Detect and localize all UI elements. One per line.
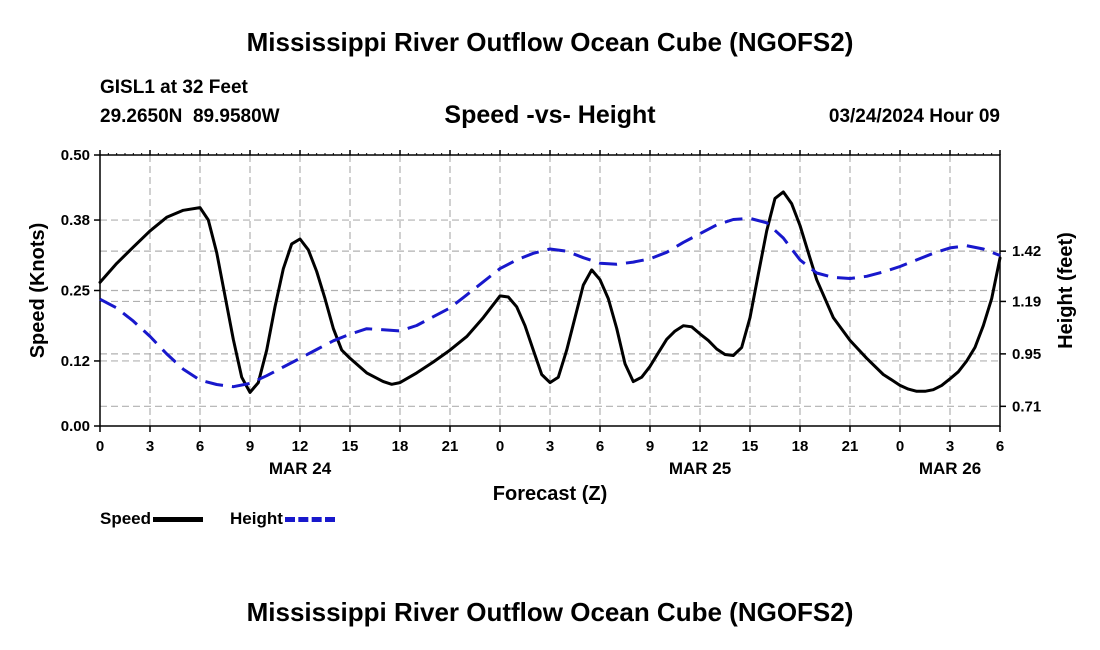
y-left-tick-label: 0.25	[61, 283, 90, 300]
y-left-tick-label: 0.12	[61, 353, 90, 370]
height-series-line	[99, 216, 1001, 389]
axis-layer: 0 3 6 9 12 15 18 21 0 3 6 9 12 15 18 21 0 3 6 MAR 24 MAR 25 M…	[61, 147, 1041, 478]
x-tick-label: 21	[442, 438, 459, 455]
x-tick-label: 12	[692, 438, 709, 455]
legend-speed-label: Speed	[100, 509, 152, 528]
x-date-label: MAR 24	[269, 459, 332, 478]
y-axis-left-title: Speed (Knots)	[27, 223, 49, 359]
x-date-label: MAR 25	[669, 459, 731, 478]
x-tick-label: 6	[996, 438, 1004, 455]
speed-series-line	[98, 190, 1002, 394]
x-tick-label: 3	[946, 438, 954, 455]
x-tick-label: 21	[842, 438, 859, 455]
x-tick-label: 0	[896, 438, 904, 455]
y-left-tick-label: 0.00	[61, 418, 90, 435]
x-tick-label: 9	[246, 438, 254, 455]
legend-height-swatch	[284, 516, 335, 522]
legend-speed: Speed	[100, 509, 204, 529]
y-right-tick-label: 1.19	[1012, 293, 1041, 310]
x-tick-label: 3	[546, 438, 554, 455]
x-tick-label: 12	[292, 438, 309, 455]
y-right-tick-label: 1.42	[1012, 243, 1041, 260]
y-right-tick-label: 0.71	[1012, 398, 1041, 415]
x-tick-label: 9	[646, 438, 654, 455]
x-tick-label: 3	[146, 438, 154, 455]
y-right-tick-label: 0.95	[1012, 346, 1041, 363]
forecast-datetime: 03/24/2024 Hour 09	[828, 106, 1000, 127]
x-tick-label: 18	[392, 438, 409, 455]
x-tick-label: 0	[96, 438, 104, 455]
x-tick-label: 15	[742, 438, 759, 455]
x-tick-label: 6	[196, 438, 204, 455]
chart-main-title: Mississippi River Outflow Ocean Cube (NG…	[246, 27, 854, 57]
legend-height: Height	[230, 509, 335, 529]
x-axis-title: Forecast (Z)	[493, 483, 607, 505]
chart-subtitle: Speed -vs- Height	[444, 101, 656, 129]
x-date-label: MAR 26	[919, 459, 981, 478]
station-coordinates: 29.2650N 89.9580W	[100, 106, 280, 127]
x-tick-label: 0	[496, 438, 504, 455]
footer-title: Mississippi River Outflow Ocean Cube (NG…	[246, 597, 854, 627]
station-name: GISL1 at 32 Feet	[100, 77, 248, 98]
grid-layer	[100, 155, 1000, 426]
y-axis-right-title: Height (feet)	[1055, 232, 1077, 349]
series-layer	[98, 190, 1002, 394]
x-tick-label: 15	[342, 438, 359, 455]
y-left-tick-label: 0.38	[61, 212, 90, 229]
y-left-tick-label: 0.50	[61, 147, 90, 164]
x-tick-label: 6	[596, 438, 604, 455]
legend-height-label: Height	[230, 509, 283, 528]
legend-speed-swatch	[153, 516, 204, 522]
x-tick-label: 18	[792, 438, 809, 455]
